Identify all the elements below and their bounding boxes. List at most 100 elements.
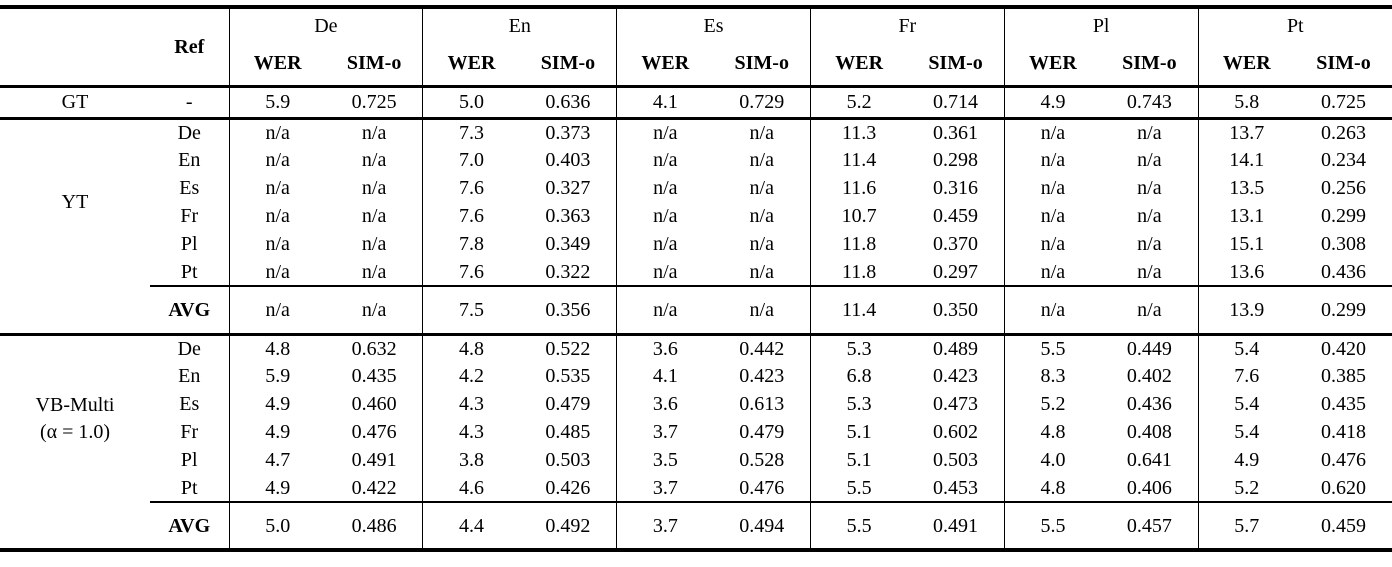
value-cell: n/a	[616, 285, 714, 334]
value-cell: n/a	[616, 230, 714, 258]
value-cell: 0.435	[1320, 393, 1366, 415]
value-cell: 4.1	[616, 362, 714, 390]
value-cell: 5.0	[228, 501, 326, 550]
value-cell: 0.418	[1320, 421, 1366, 443]
value-cell: 0.473	[933, 393, 979, 415]
value-cell: 4.0	[1003, 446, 1102, 474]
value-cell: 0.641	[1126, 449, 1172, 471]
value-cell: 13.6	[1197, 258, 1295, 286]
metric-header-wer: WER	[1197, 42, 1295, 86]
value-cell: 5.1	[809, 446, 908, 474]
value-cell: 0.453	[933, 476, 979, 499]
ref-cell: En	[178, 149, 201, 171]
value-cell: 11.3	[809, 116, 908, 146]
value-cell: 0.459	[933, 205, 979, 227]
table-row: Pl 4.7 0.491 3.8 0.503 3.5 0.528 5.1 0.503 4.0 0.6…	[0, 446, 1392, 474]
value-cell: 3.6	[616, 390, 714, 418]
value-cell: 0.299	[1294, 285, 1392, 334]
value-cell: 0.743	[1101, 84, 1199, 118]
value-cell: 5.9	[228, 84, 326, 118]
value-cell: 3.5	[616, 446, 714, 474]
table-row: VB-Multi (α = 1.0) De 4.8 0.632 4.8 0.522 3.6 0.…	[0, 332, 1392, 502]
header-metric-row: WER SIM-o WER SIM-o WER SIM-o WER SIM-o …	[0, 42, 1392, 86]
value-cell: 13.7	[1197, 116, 1295, 146]
value-cell: 0.492	[519, 501, 617, 550]
value-cell: 3.8	[422, 446, 520, 474]
value-cell: 5.2	[1197, 474, 1295, 502]
value-cell: n/a	[1101, 285, 1199, 334]
value-cell: 0.316	[933, 177, 979, 199]
value-cell: 11.8	[809, 230, 908, 258]
value-cell: 4.3	[422, 418, 520, 446]
group-header-en: En	[422, 7, 617, 42]
ref-cell: En	[178, 365, 201, 387]
value-cell: 4.1	[616, 84, 714, 118]
value-cell: 0.308	[1320, 233, 1366, 255]
value-cell: 3.7	[616, 418, 714, 446]
value-cell: 0.361	[907, 116, 1005, 146]
value-cell: 5.5	[809, 474, 908, 502]
value-cell: n/a	[361, 149, 387, 171]
ref-cell: De	[150, 116, 229, 146]
table-row: Pt 4.9 0.422 4.6 0.426 3.7 0.476 5.5 0.453 4.8 0.4…	[0, 474, 1392, 502]
value-cell: n/a	[1003, 202, 1102, 230]
value-cell: 0.402	[1126, 365, 1172, 387]
value-cell: 5.3	[809, 390, 908, 418]
value-cell: 0.725	[1294, 84, 1392, 118]
value-cell: 15.1	[1197, 230, 1295, 258]
value-cell: n/a	[361, 177, 387, 199]
value-cell: n/a	[1137, 177, 1162, 199]
avg-label: AVG	[150, 501, 229, 550]
value-cell: 4.8	[1003, 418, 1102, 446]
value-cell: 0.322	[545, 260, 591, 283]
value-cell: 5.8	[1197, 84, 1295, 118]
value-cell: 0.420	[1294, 332, 1392, 362]
value-cell: 5.5	[809, 501, 908, 550]
ref-cell: Es	[179, 393, 200, 415]
model-label-line: YT	[61, 191, 89, 214]
value-cell: 0.422	[351, 476, 397, 499]
value-cell: 0.479	[739, 421, 785, 443]
metric-header-wer: WER	[809, 42, 908, 86]
value-cell: 4.9	[1003, 84, 1102, 118]
value-cell: 11.8	[809, 258, 908, 286]
value-cell: n/a	[228, 202, 326, 230]
group-header-de: De	[228, 7, 423, 42]
value-cell: n/a	[616, 202, 714, 230]
results-table: Ref De En Es Fr Pl Pt WER SIM-o WER SIM-…	[0, 5, 1392, 552]
value-cell: n/a	[361, 233, 387, 255]
value-cell: 4.3	[422, 390, 520, 418]
metric-header-simo: SIM-o	[1122, 52, 1177, 75]
value-cell: 0.476	[739, 476, 785, 499]
value-cell: 7.8	[422, 230, 520, 258]
value-cell: 0.423	[739, 365, 785, 387]
model-label: YT	[0, 116, 150, 286]
value-cell: n/a	[228, 174, 326, 202]
table-row: YT De n/a n/a 7.3 0.373 n/a n/a 11.3 0.361 n/a n/a 1…	[0, 116, 1392, 286]
model-empty-cell	[0, 502, 150, 550]
value-cell: n/a	[1003, 258, 1102, 286]
value-cell: 0.491	[351, 449, 397, 471]
value-cell: 4.9	[228, 418, 326, 446]
value-cell: 0.426	[545, 476, 591, 499]
value-cell: n/a	[616, 174, 714, 202]
value-cell: 5.9	[228, 362, 326, 390]
value-cell: 0.457	[1101, 501, 1199, 550]
value-cell: 4.4	[422, 501, 520, 550]
value-cell: 0.613	[739, 393, 785, 415]
value-cell: 0.423	[933, 365, 979, 387]
value-cell: n/a	[1003, 116, 1102, 146]
ref-cell: Fr	[180, 205, 199, 227]
value-cell: 4.9	[228, 390, 326, 418]
value-cell: n/a	[616, 258, 714, 286]
value-cell: 0.449	[1101, 332, 1199, 362]
value-cell: 10.7	[809, 202, 908, 230]
value-cell: 0.602	[933, 421, 979, 443]
ref-cell: Pl	[180, 233, 198, 255]
value-cell: 7.6	[1197, 362, 1295, 390]
ref-cell: Pl	[180, 449, 198, 471]
avg-label: AVG	[150, 285, 229, 334]
value-cell: 0.485	[545, 421, 591, 443]
avg-row: AVG 5.0 0.486 4.4 0.492 3.7 0.494 5.5 0.491 5.5 0.…	[0, 501, 1392, 550]
value-cell: 4.8	[1003, 474, 1102, 502]
